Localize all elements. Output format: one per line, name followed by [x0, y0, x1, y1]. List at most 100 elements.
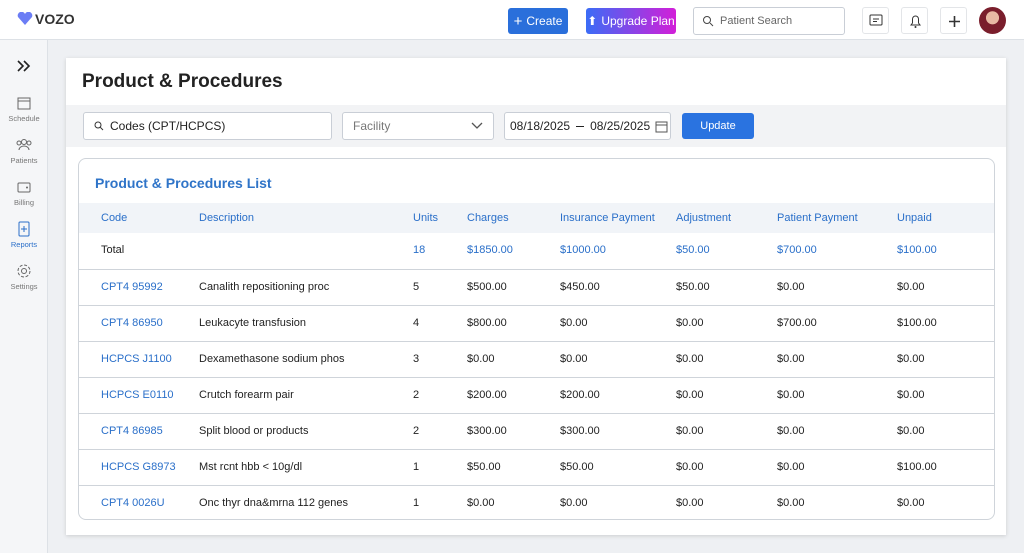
total-cell: $50.00 [676, 244, 710, 256]
up-icon: ⬆ [587, 14, 598, 28]
create-button[interactable]: + Create [508, 8, 568, 34]
column-header: Adjustment [676, 212, 732, 224]
chevron-icon [471, 122, 483, 129]
code-link[interactable]: CPT4 86950 [101, 317, 163, 329]
code-link[interactable]: HCPCS J1100 [101, 353, 172, 365]
nav-item[interactable]: Reports [0, 220, 48, 249]
code-link[interactable]: CPT4 95992 [101, 281, 163, 293]
nav-item[interactable]: Patients [0, 136, 48, 165]
total-cell: $1850.00 [467, 244, 513, 256]
column-header: Code [101, 212, 128, 224]
table-cell: 2 [413, 425, 420, 437]
notifications-button[interactable] [901, 7, 928, 34]
date-range[interactable]: 08/18/2025 08/25/2025 [504, 112, 671, 140]
upgrade-label: Upgrade Plan [601, 14, 675, 28]
plus-icon [949, 16, 960, 27]
row-divider [79, 449, 994, 450]
table-cell: $0.00 [676, 425, 704, 437]
column-header: Charges [467, 212, 509, 224]
create-label: Create [526, 14, 563, 28]
logo: VOZO [35, 11, 75, 27]
search-placeholder: Patient Search [720, 15, 793, 27]
update-label: Update [700, 120, 736, 132]
table-cell: Crutch forearm pair [199, 389, 294, 401]
nav-label: Reports [10, 240, 38, 249]
column-header: Units [413, 212, 439, 224]
date-to: 08/25/2025 [590, 119, 651, 133]
total-cell: $700.00 [777, 244, 817, 256]
expand-icon[interactable] [17, 60, 31, 72]
table-cell: $0.00 [897, 389, 925, 401]
table-cell: $200.00 [560, 389, 600, 401]
nav-icon [17, 97, 31, 110]
update-button[interactable]: Update [682, 113, 754, 139]
table-cell: $50.00 [467, 461, 501, 473]
bell-icon [910, 15, 921, 28]
table-cell: $0.00 [560, 497, 588, 509]
table-cell: 1 [413, 497, 420, 509]
table-cell: 1 [413, 461, 420, 473]
table-cell: 2 [413, 389, 420, 401]
sidebar: Schedule Patients Billing Reports Settings [0, 40, 48, 553]
table-cell: 3 [413, 353, 420, 365]
table-cell: $0.00 [897, 353, 925, 365]
avatar[interactable] [979, 7, 1006, 34]
nav-item[interactable]: Settings [0, 262, 48, 291]
row-divider [79, 305, 994, 306]
total-cell: 18 [413, 244, 426, 256]
table-cell: $0.00 [676, 497, 704, 509]
table-cell: $300.00 [560, 425, 600, 437]
table-header [79, 203, 994, 233]
table-cell: $0.00 [897, 281, 925, 293]
nav-item[interactable]: Schedule [0, 94, 48, 123]
table-cell: $0.00 [467, 353, 495, 365]
table-cell: $0.00 [897, 425, 925, 437]
nav-item[interactable]: Billing [0, 178, 48, 207]
table-cell: $0.00 [777, 497, 805, 509]
filter-bar: Codes (CPT/HCPCS) Facility 08/18/2025 08/… [66, 105, 1006, 147]
facility-text: Facility [353, 119, 391, 133]
table-cell: $0.00 [777, 461, 805, 473]
date-from: 08/18/2025 [510, 119, 571, 133]
logo-icon [17, 12, 33, 25]
table-cell: $0.00 [560, 317, 588, 329]
nav-icon [17, 264, 31, 278]
code-link[interactable]: CPT4 86985 [101, 425, 163, 437]
nav-icon [17, 182, 31, 193]
search-icon [94, 121, 104, 131]
upgrade-button[interactable]: ⬆ Upgrade Plan [586, 8, 676, 34]
table-cell: $100.00 [897, 461, 937, 473]
facility-select[interactable]: Facility [342, 112, 494, 140]
nav-label: Billing [13, 198, 34, 207]
table-cell: $50.00 [676, 281, 710, 293]
content-card: Product & Procedures Codes (CPT/HCPCS) F… [66, 58, 1006, 535]
table-cell: $0.00 [560, 353, 588, 365]
row-divider [79, 377, 994, 378]
nav-icon [18, 221, 30, 237]
table-cell: $0.00 [897, 497, 925, 509]
table-cell: Onc thyr dna&mrna 112 genes [199, 497, 348, 509]
code-link[interactable]: CPT4 0026U [101, 497, 165, 509]
nav-label: Patients [10, 156, 38, 165]
total-cell: $1000.00 [560, 244, 606, 256]
table-cell: $0.00 [777, 425, 805, 437]
table-cell: 4 [413, 317, 420, 329]
column-header: Unpaid [897, 212, 932, 224]
nav-icon [16, 139, 32, 151]
table-cell: $300.00 [467, 425, 507, 437]
table-cell: Canalith repositioning proc [199, 281, 330, 293]
table-cell: $0.00 [777, 353, 805, 365]
total-cell: Total [101, 244, 125, 256]
table-cell: $700.00 [777, 317, 817, 329]
column-header: Description [199, 212, 255, 224]
messages-button[interactable] [862, 7, 889, 34]
add-button[interactable] [940, 7, 967, 34]
code-filter[interactable]: Codes (CPT/HCPCS) [83, 112, 332, 140]
messages-icon [869, 14, 883, 26]
code-link[interactable]: HCPCS E0110 [101, 389, 174, 401]
total-cell: $100.00 [897, 244, 937, 256]
code-link[interactable]: HCPCS G8973 [101, 461, 176, 473]
page-title: Product & Procedures [82, 71, 283, 92]
patient-search[interactable]: Patient Search [693, 7, 845, 35]
